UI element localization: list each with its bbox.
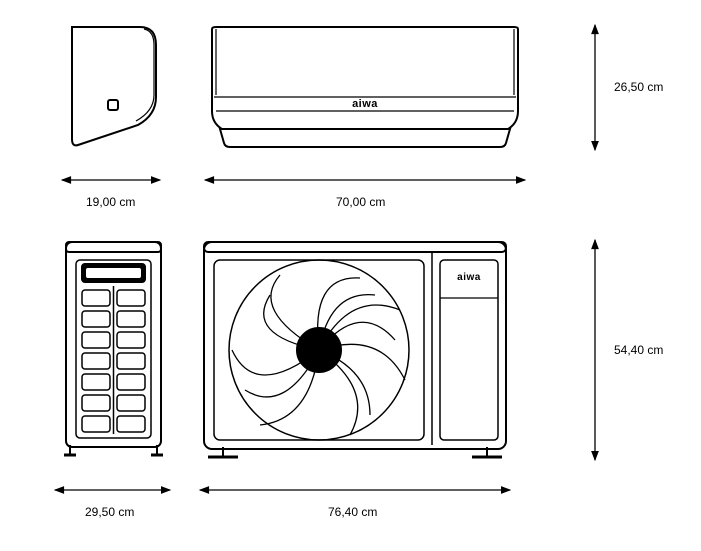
- indoor-height-label: 26,50 cm: [614, 80, 663, 94]
- dimension-arrows: [0, 0, 701, 551]
- indoor-depth-label: 19,00 cm: [86, 195, 135, 209]
- indoor-width-label: 70,00 cm: [336, 195, 385, 209]
- outdoor-depth-label: 29,50 cm: [85, 505, 134, 519]
- outdoor-height-label: 54,40 cm: [614, 343, 663, 357]
- outdoor-width-label: 76,40 cm: [328, 505, 377, 519]
- dimension-diagram: aiwa: [0, 0, 701, 551]
